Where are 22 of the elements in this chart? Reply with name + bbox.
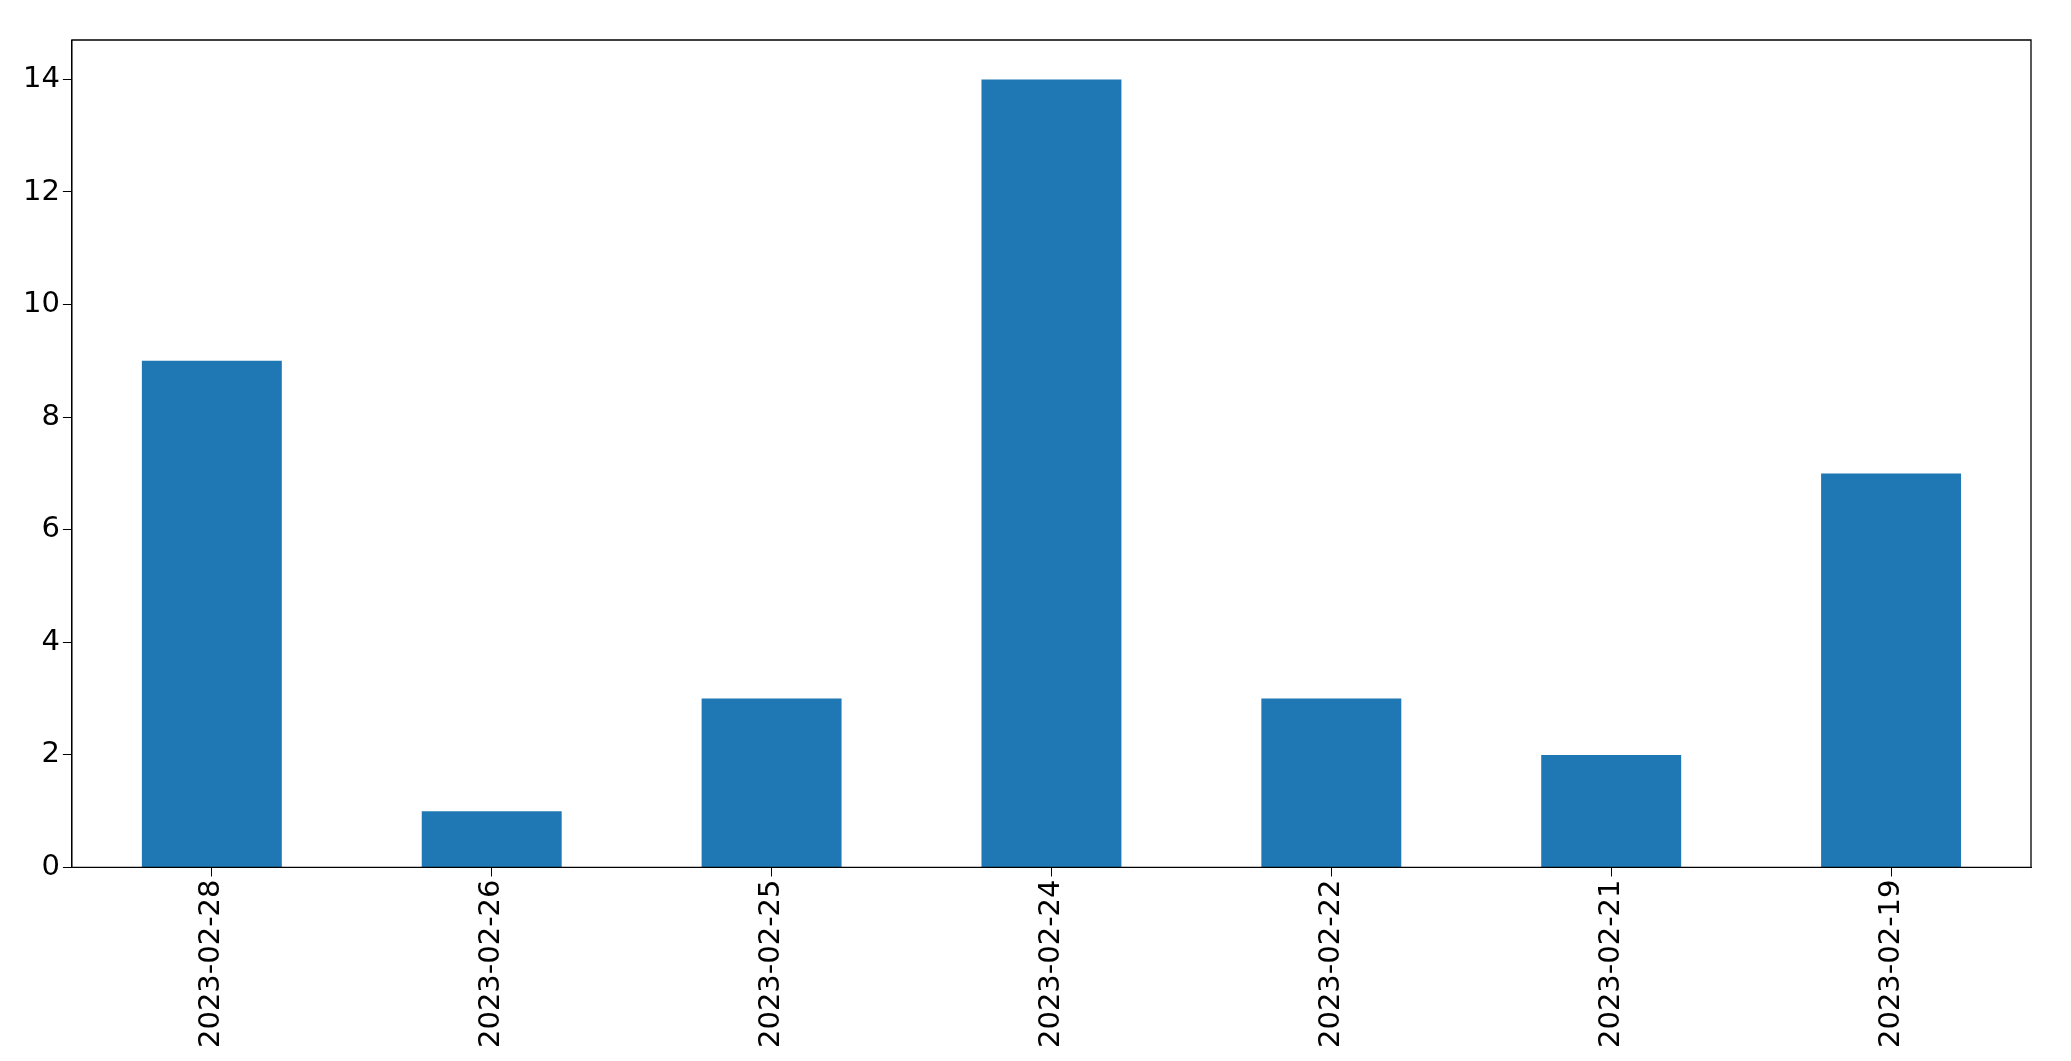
y-tick-label: 6	[41, 510, 60, 545]
bar	[1541, 754, 1682, 867]
bar	[981, 79, 1122, 867]
y-tick-label: 10	[23, 285, 60, 320]
bar	[701, 698, 842, 867]
x-tick-label: 2023-02-21	[1591, 879, 1626, 1049]
y-tick-label: 0	[41, 848, 60, 882]
x-tick-label: 2023-02-25	[752, 879, 787, 1049]
bar	[141, 360, 282, 867]
y-tick-label: 14	[23, 59, 60, 94]
y-tick-label: 4	[41, 622, 60, 657]
x-tick-label: 2023-02-22	[1311, 879, 1346, 1049]
x-tick-label: 2023-02-19	[1871, 879, 1906, 1049]
y-tick-label: 2	[41, 735, 60, 770]
bar	[421, 811, 562, 867]
x-tick-label: 2023-02-24	[1031, 879, 1066, 1049]
x-tick-label: 2023-02-26	[472, 879, 507, 1049]
bar	[1821, 473, 1962, 867]
y-tick-label: 8	[41, 397, 60, 432]
y-tick-label: 12	[23, 172, 60, 207]
x-tick-label: 2023-02-28	[192, 879, 227, 1049]
bar	[1261, 698, 1402, 867]
